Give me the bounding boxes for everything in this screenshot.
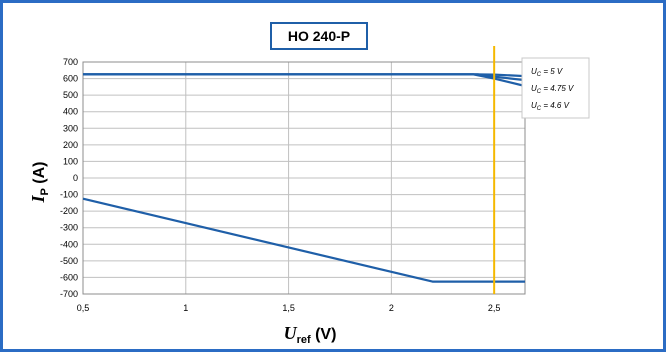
x-tick-label: 1 — [183, 303, 188, 313]
svg-text:IP (A): IP (A) — [28, 161, 51, 203]
x-axis-title-main: U — [284, 323, 298, 343]
y-tick-label: -700 — [60, 289, 78, 299]
legend: UC = 5 V UC = 4.75 V UC = 4.6 V — [521, 57, 590, 119]
y-tick-label: -200 — [60, 206, 78, 216]
x-axis-title-sub: ref — [297, 334, 311, 346]
y-tick-label: 300 — [63, 123, 78, 133]
legend-entry-2: UC = 4.6 V — [531, 101, 570, 112]
y-tick-label: 400 — [63, 107, 78, 117]
y-tick-label: 500 — [63, 90, 78, 100]
y-tick-label: 100 — [63, 156, 78, 166]
y-tick-labels: 700 600 500 400 300 200 100 0 -100 -200 -300 -400 -5… — [60, 57, 78, 299]
y-tick-label: -100 — [60, 190, 78, 200]
chart-title: HO 240-P — [288, 28, 350, 44]
x-axis-title: Uref (V) — [284, 323, 337, 346]
plot-area — [82, 61, 526, 295]
y-tick-label: 200 — [63, 140, 78, 150]
y-axis-title-main: I — [28, 195, 48, 204]
x-tick-labels: 0,5 1 1,5 2 2,5 — [77, 303, 501, 313]
series-group — [82, 46, 526, 294]
x-axis-title-unit: (V) — [311, 326, 337, 343]
y-tick-label: 0 — [73, 173, 78, 183]
x-tick-label: 0,5 — [77, 303, 90, 313]
legend-entry-1: UC = 4.75 V — [531, 84, 574, 95]
y-tick-label: -300 — [60, 223, 78, 233]
y-axis-title: IP (A) — [28, 161, 51, 203]
y-tick-label: -400 — [60, 239, 78, 249]
grid — [82, 61, 526, 295]
series-line-2 — [83, 73, 526, 88]
y-tick-label: 600 — [63, 74, 78, 84]
title-box — [270, 22, 368, 50]
y-tick-label: -500 — [60, 256, 78, 266]
x-tick-label: 2 — [389, 303, 394, 313]
x-tick-label: 1,5 — [282, 303, 295, 313]
y-tick-label: 700 — [63, 57, 78, 67]
y-axis-title-unit: (A) — [31, 161, 48, 188]
y-tick-label: -600 — [60, 272, 78, 282]
y-axis-title-sub: P — [39, 188, 51, 195]
legend-box — [521, 57, 590, 119]
x-tick-label: 2,5 — [488, 303, 501, 313]
legend-entry-0: UC = 5 V — [531, 67, 563, 78]
